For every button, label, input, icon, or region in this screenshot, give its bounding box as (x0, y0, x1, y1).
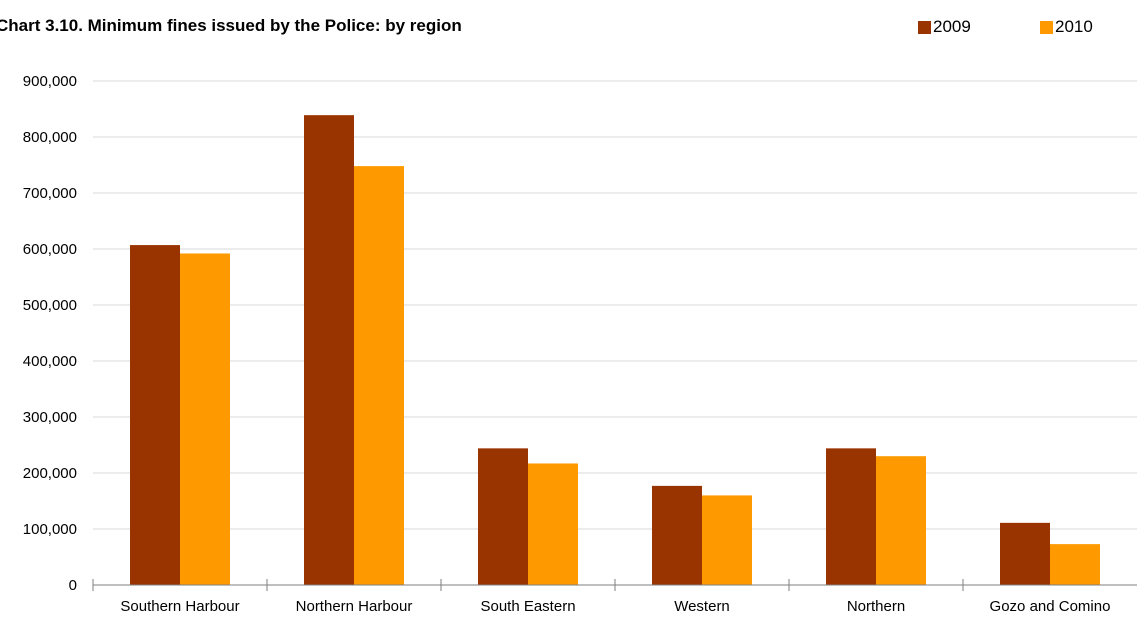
bar-2010 (180, 253, 230, 586)
bar-2009 (1000, 522, 1050, 585)
y-tick-label: 900,000 (23, 73, 77, 90)
y-tick-label: 300,000 (23, 409, 77, 426)
x-tick-label: Gozo and Comino (990, 598, 1111, 615)
x-tick-label: Northern Harbour (296, 598, 413, 615)
legend-swatch-2009 (918, 20, 931, 34)
bar-2010 (876, 456, 926, 585)
y-tick-label: 400,000 (23, 353, 77, 370)
x-tick-label: Northern (847, 598, 905, 615)
y-tick-label: 700,000 (23, 185, 77, 202)
legend-label-2009: 2009 (933, 17, 971, 36)
y-tick-label: 0 (69, 577, 77, 594)
x-axis-tick-labels: Southern Harbour Northern Harbour South Ea… (120, 598, 1110, 615)
y-tick-label: 600,000 (23, 241, 77, 258)
bar-2009 (652, 485, 702, 585)
bar-2010 (1050, 544, 1100, 585)
bar-2009 (478, 448, 528, 585)
x-tick-label: Southern Harbour (120, 598, 239, 615)
legend-item-2010: 2010 (1040, 16, 1093, 38)
bar-2009 (304, 115, 354, 585)
legend-item-2009: 2009 (918, 16, 971, 38)
bar-2009 (826, 448, 876, 585)
x-tick-label: South Eastern (480, 598, 575, 615)
y-tick-label: 500,000 (23, 297, 77, 314)
bar-2009 (130, 245, 180, 585)
chart-title: Chart 3.10. Minimum fines issued by the … (0, 16, 462, 35)
y-tick-label: 100,000 (23, 521, 77, 538)
x-tick-label: Western (674, 598, 730, 615)
y-tick-label: 200,000 (23, 465, 77, 482)
y-tick-label: 800,000 (23, 129, 77, 146)
legend-label-2010: 2010 (1055, 17, 1093, 36)
bar-2010 (354, 166, 404, 585)
bar-2010 (702, 495, 752, 585)
bar-2010 (528, 463, 578, 585)
gridlines (93, 80, 1137, 530)
bars (130, 115, 1100, 586)
y-axis-tick-labels: 0 100,000 200,000 300,000 400,000 500,000 600,… (23, 73, 77, 594)
legend-swatch-2010 (1040, 20, 1053, 34)
x-axis (92, 579, 1137, 591)
